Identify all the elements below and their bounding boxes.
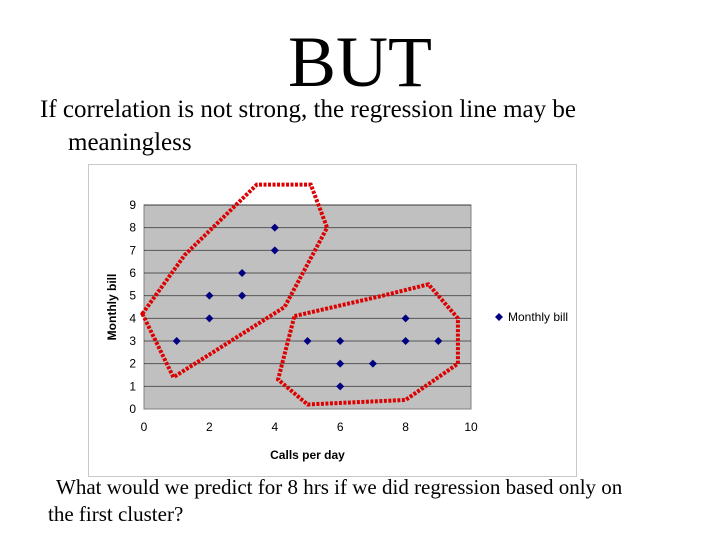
data-point <box>336 382 345 391</box>
x-tick-label: 4 <box>271 420 278 434</box>
y-axis-title: Monthly bill <box>105 274 119 341</box>
data-point <box>205 314 214 323</box>
data-point <box>303 337 312 345</box>
y-tick-label: 9 <box>129 198 136 212</box>
x-tick-label: 0 <box>141 420 148 434</box>
y-tick-label: 4 <box>129 311 136 325</box>
x-tick-label: 10 <box>464 420 478 434</box>
y-tick-label: 6 <box>129 266 136 280</box>
x-tick-label: 8 <box>402 420 409 434</box>
y-tick-label: 8 <box>129 221 136 235</box>
slide-title: BUT <box>288 22 432 102</box>
data-point <box>401 337 410 345</box>
bullet-text: If correlation is not strong, the regres… <box>40 93 680 159</box>
question-line-2: the first cluster? <box>48 502 184 526</box>
cluster-outline-2 <box>275 282 460 407</box>
data-point <box>270 246 279 255</box>
y-tick-label: 7 <box>129 243 136 257</box>
y-tick-label: 5 <box>129 289 136 303</box>
y-tick-label: 0 <box>129 402 136 416</box>
x-axis-title: Calls per day <box>270 448 345 462</box>
question-line-1: What would we predict for 8 hrs if we di… <box>56 475 623 499</box>
data-point <box>238 269 247 277</box>
data-point <box>205 291 214 300</box>
bullet-line-1: If correlation is not strong, the regres… <box>40 96 576 123</box>
data-point <box>336 359 345 368</box>
data-point <box>238 291 247 300</box>
x-tick-label: 6 <box>337 420 344 434</box>
legend-marker <box>495 313 503 321</box>
y-tick-label: 1 <box>129 379 136 393</box>
legend-label: Monthly bill <box>508 310 568 324</box>
data-point <box>172 337 181 345</box>
scatter-chart: 0 1 2 3 4 5 6 7 8 9 0 2 4 6 8 10 Calls per day Monthly bi… <box>88 164 577 477</box>
data-point <box>434 337 443 345</box>
question-text: What would we predict for 8 hrs if we di… <box>48 474 718 528</box>
chart-canvas: 0 1 2 3 4 5 6 7 8 9 0 2 4 6 8 10 Calls per day Monthly bi… <box>105 182 568 462</box>
y-tick-label: 2 <box>129 357 136 371</box>
data-point <box>368 359 377 368</box>
data-point <box>401 314 410 323</box>
data-point <box>336 337 345 345</box>
plot-area <box>143 204 472 410</box>
cluster-outline-1 <box>140 182 330 381</box>
x-tick-label: 2 <box>206 420 213 434</box>
data-point <box>270 223 279 232</box>
bullet-line-2: meaningless <box>68 129 192 156</box>
y-tick-label: 3 <box>129 334 136 348</box>
